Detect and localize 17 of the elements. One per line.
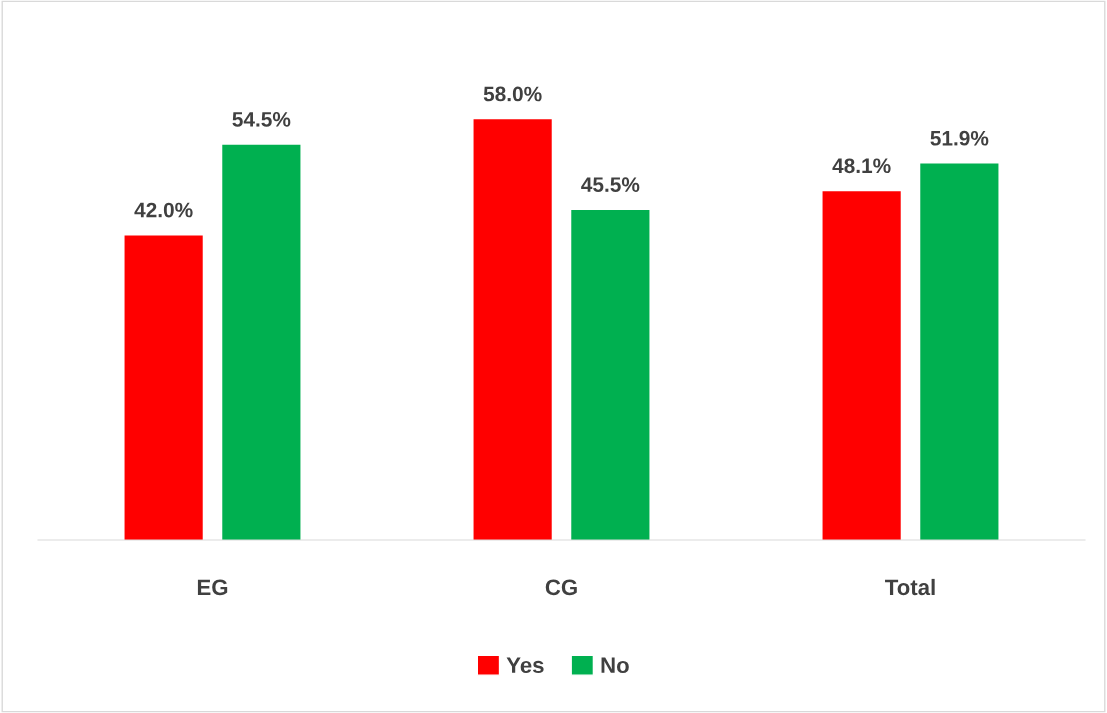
data-label: 58.0% — [483, 86, 542, 102]
legend-label: No — [601, 657, 629, 674]
bar — [124, 235, 203, 540]
bar — [920, 163, 999, 540]
data-label: 45.5% — [581, 177, 640, 193]
x-tick-label: CG — [545, 579, 577, 596]
bar — [571, 210, 650, 540]
data-label: 51.9% — [930, 130, 989, 146]
data-label: 42.0% — [134, 202, 193, 218]
x-tick-label: EG — [197, 579, 228, 596]
data-label: 48.1% — [832, 158, 891, 174]
x-tick-label: Total — [885, 578, 935, 596]
bar — [222, 144, 301, 540]
data-label: 54.5% — [232, 112, 291, 127]
legend-label: Yes — [506, 657, 544, 674]
bar — [473, 119, 552, 540]
bar — [822, 191, 901, 540]
